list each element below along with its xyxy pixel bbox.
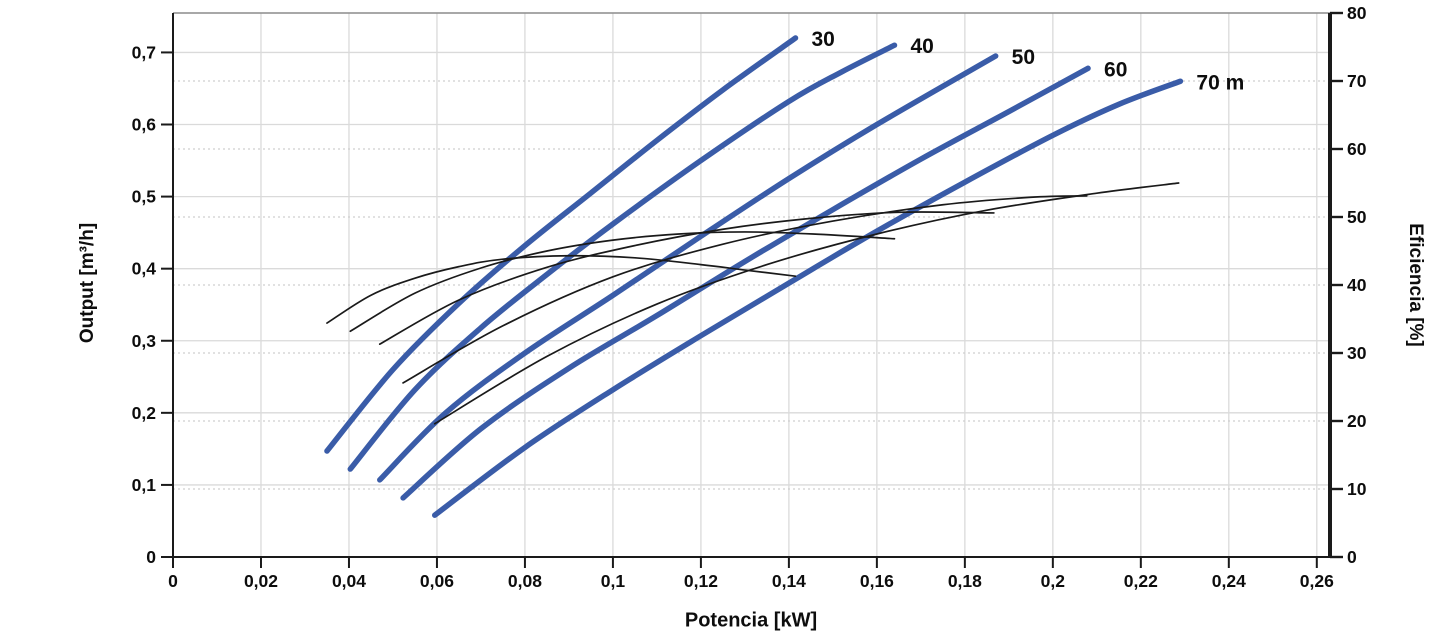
x-axis-tick-label: 0,08 [508,571,542,591]
curve-efficiency-40m [349,231,896,333]
x-axis-tick-label: 0,1 [601,571,626,591]
y-right-tick-label: 70 [1347,71,1367,91]
y-right-tick-label: 60 [1347,139,1367,159]
curve-label-head-40m: 40 [910,35,933,58]
x-axis-tick-label: 0,2 [1041,571,1066,591]
x-axis-tick-label: 0,06 [420,571,454,591]
x-axis-tick-label: 0 [168,571,178,591]
y-right-tick-label: 40 [1347,275,1367,295]
y-axis-right-title: Eficiencia [%] [1405,223,1426,347]
y-right-tick-label: 80 [1347,3,1367,23]
y-right-tick-label: 0 [1347,547,1357,567]
y-right-tick-label: 50 [1347,207,1367,227]
curve-head-50m [377,53,999,483]
y-left-tick-label: 0,2 [132,403,157,423]
curve-label-head-30m: 30 [811,28,834,51]
x-axis-tick-label: 0,02 [244,571,278,591]
y-left-tick-label: 0 [146,547,156,567]
x-axis-tick-label: 0,22 [1124,571,1158,591]
curve-label-head-60m: 60 [1104,58,1127,81]
y-right-tick-label: 20 [1347,411,1367,431]
y-axis-left-title: Output [m³/h] [77,222,98,344]
curve-label-head-70m: 70 m [1196,71,1244,94]
curve-head-60m [400,65,1091,501]
x-axis-tick-label: 0,16 [860,571,894,591]
x-axis-tick-label: 0,18 [948,571,982,591]
y-left-tick-label: 0,6 [132,115,157,135]
x-axis-tick-label: 0,24 [1212,571,1246,591]
curve-head-40m [347,42,898,472]
y-right-tick-label: 30 [1347,343,1367,363]
curve-efficiency-60m [402,195,1088,384]
curve-efficiency-50m [378,211,995,346]
y-left-tick-label: 0,5 [132,187,157,207]
curve-efficiency-70m [433,182,1180,425]
y-left-tick-label: 0,4 [132,259,157,279]
x-axis-tick-label: 0,12 [684,571,718,591]
x-axis-tick-label: 0,26 [1300,571,1334,591]
curve-head-30m [324,35,799,454]
y-left-tick-label: 0,7 [132,42,156,62]
x-axis-tick-label: 0,14 [772,571,806,591]
curve-head-70m [432,78,1184,518]
curve-label-head-50m: 50 [1012,46,1035,69]
x-axis-title: Potencia [kW] [684,609,818,632]
x-axis-tick-label: 0,04 [332,571,366,591]
y-right-tick-label: 10 [1347,479,1367,499]
curve-efficiency-30m [326,254,797,324]
y-left-tick-label: 0,1 [132,475,157,495]
y-left-tick-label: 0,3 [132,331,157,351]
